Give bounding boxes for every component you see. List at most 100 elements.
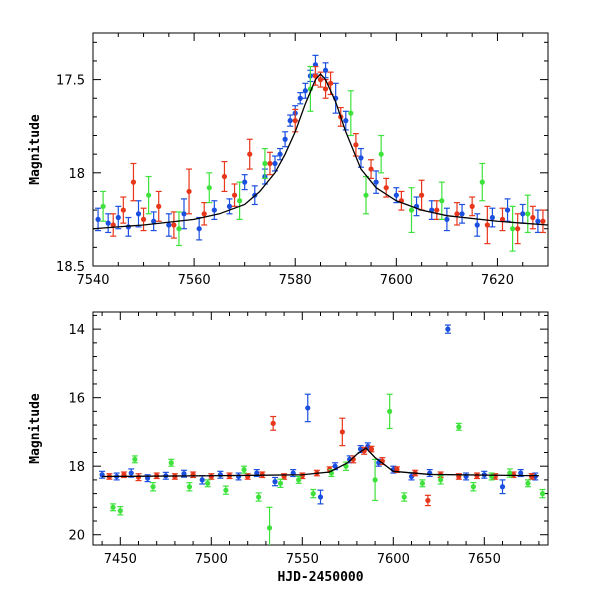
data-point — [529, 473, 535, 480]
x-axis-title: HJD-2450000 — [277, 570, 363, 585]
data-point — [176, 226, 182, 232]
y-axis-title: Magnitude — [28, 114, 43, 185]
data-point — [456, 424, 462, 430]
data-point — [277, 151, 283, 157]
data-point — [525, 211, 531, 217]
data-point — [156, 203, 162, 209]
data-point — [425, 497, 431, 504]
data-point — [166, 222, 172, 228]
plot-frame — [92, 311, 549, 546]
data-point — [237, 198, 243, 204]
data-point — [469, 203, 475, 209]
data-point — [245, 473, 251, 480]
data-point — [171, 222, 177, 228]
data-point — [317, 494, 324, 500]
series-2 — [100, 65, 531, 252]
x-tick-label: 7600 — [380, 273, 413, 288]
data-point — [434, 207, 440, 213]
data-point — [211, 207, 217, 213]
data-point — [530, 214, 536, 221]
x-tick-label: 7620 — [481, 273, 514, 288]
data-point — [363, 192, 369, 198]
data-point — [115, 214, 121, 221]
data-point — [236, 473, 242, 480]
data-point — [201, 211, 207, 217]
x-tick-label: 7500 — [195, 552, 228, 567]
data-point — [231, 192, 238, 198]
data-point — [332, 463, 338, 469]
data-point — [401, 494, 407, 500]
data-point — [206, 185, 212, 191]
data-point — [302, 88, 308, 94]
data-point — [254, 470, 260, 476]
data-point — [539, 491, 546, 497]
data-point — [408, 207, 415, 213]
data-point — [146, 192, 152, 198]
y-tick-label: 14 — [68, 323, 85, 338]
upper-panel: 7540 7560 7580 7600 7620 17.5 18 18.5 Magnitude — [28, 32, 549, 288]
y-tick-label: 18 — [68, 460, 85, 475]
data-point — [387, 408, 393, 414]
data-point — [151, 218, 157, 224]
y-tick-label: 17.5 — [56, 74, 85, 89]
data-point — [339, 429, 345, 435]
data-point — [150, 484, 156, 490]
data-point — [525, 480, 531, 486]
data-point — [267, 160, 273, 167]
data-point — [368, 166, 374, 172]
data-point — [277, 480, 284, 486]
y-tick-label: 18 — [68, 167, 85, 182]
data-point — [393, 192, 399, 198]
data-point — [305, 405, 311, 411]
data-point — [419, 192, 425, 198]
data-point — [310, 491, 316, 497]
data-point — [186, 188, 192, 195]
data-point — [518, 470, 524, 476]
x-tick-label: 7560 — [178, 273, 211, 288]
data-point — [135, 474, 142, 480]
data-point — [120, 207, 126, 213]
data-point — [507, 470, 513, 476]
data-point — [196, 226, 202, 232]
plot-frame — [92, 32, 549, 267]
data-point — [128, 470, 134, 476]
series-1 — [110, 65, 546, 245]
data-point — [454, 211, 460, 217]
data-point — [272, 479, 278, 485]
data-point — [287, 118, 293, 124]
data-point — [540, 218, 546, 224]
series-0 — [95, 54, 541, 241]
data-point — [499, 484, 506, 490]
data-point — [383, 185, 389, 191]
series-2 — [110, 393, 546, 545]
data-point — [145, 475, 151, 481]
x-tick-label: 7580 — [279, 273, 312, 288]
data-point — [217, 472, 223, 478]
data-point — [190, 472, 196, 478]
data-point — [459, 211, 465, 217]
data-layer — [93, 54, 548, 252]
data-point — [117, 508, 123, 514]
data-layer — [99, 324, 546, 545]
y-tick-label: 20 — [68, 529, 85, 544]
data-point — [358, 155, 364, 161]
data-point — [474, 473, 480, 479]
y-axis-title: Magnitude — [28, 393, 43, 464]
data-point — [221, 173, 228, 180]
series-0 — [99, 324, 539, 505]
data-point — [317, 77, 324, 83]
data-point — [439, 198, 445, 204]
data-point — [297, 95, 303, 101]
data-point — [242, 179, 248, 185]
data-point — [296, 477, 302, 483]
data-point — [489, 214, 495, 221]
data-point — [378, 151, 384, 157]
data-point — [181, 211, 187, 217]
data-point — [168, 460, 174, 466]
data-point — [520, 211, 526, 217]
data-point — [343, 118, 349, 124]
data-point — [266, 525, 273, 531]
y-tick-label: 18.5 — [56, 260, 85, 275]
data-point — [499, 216, 506, 222]
